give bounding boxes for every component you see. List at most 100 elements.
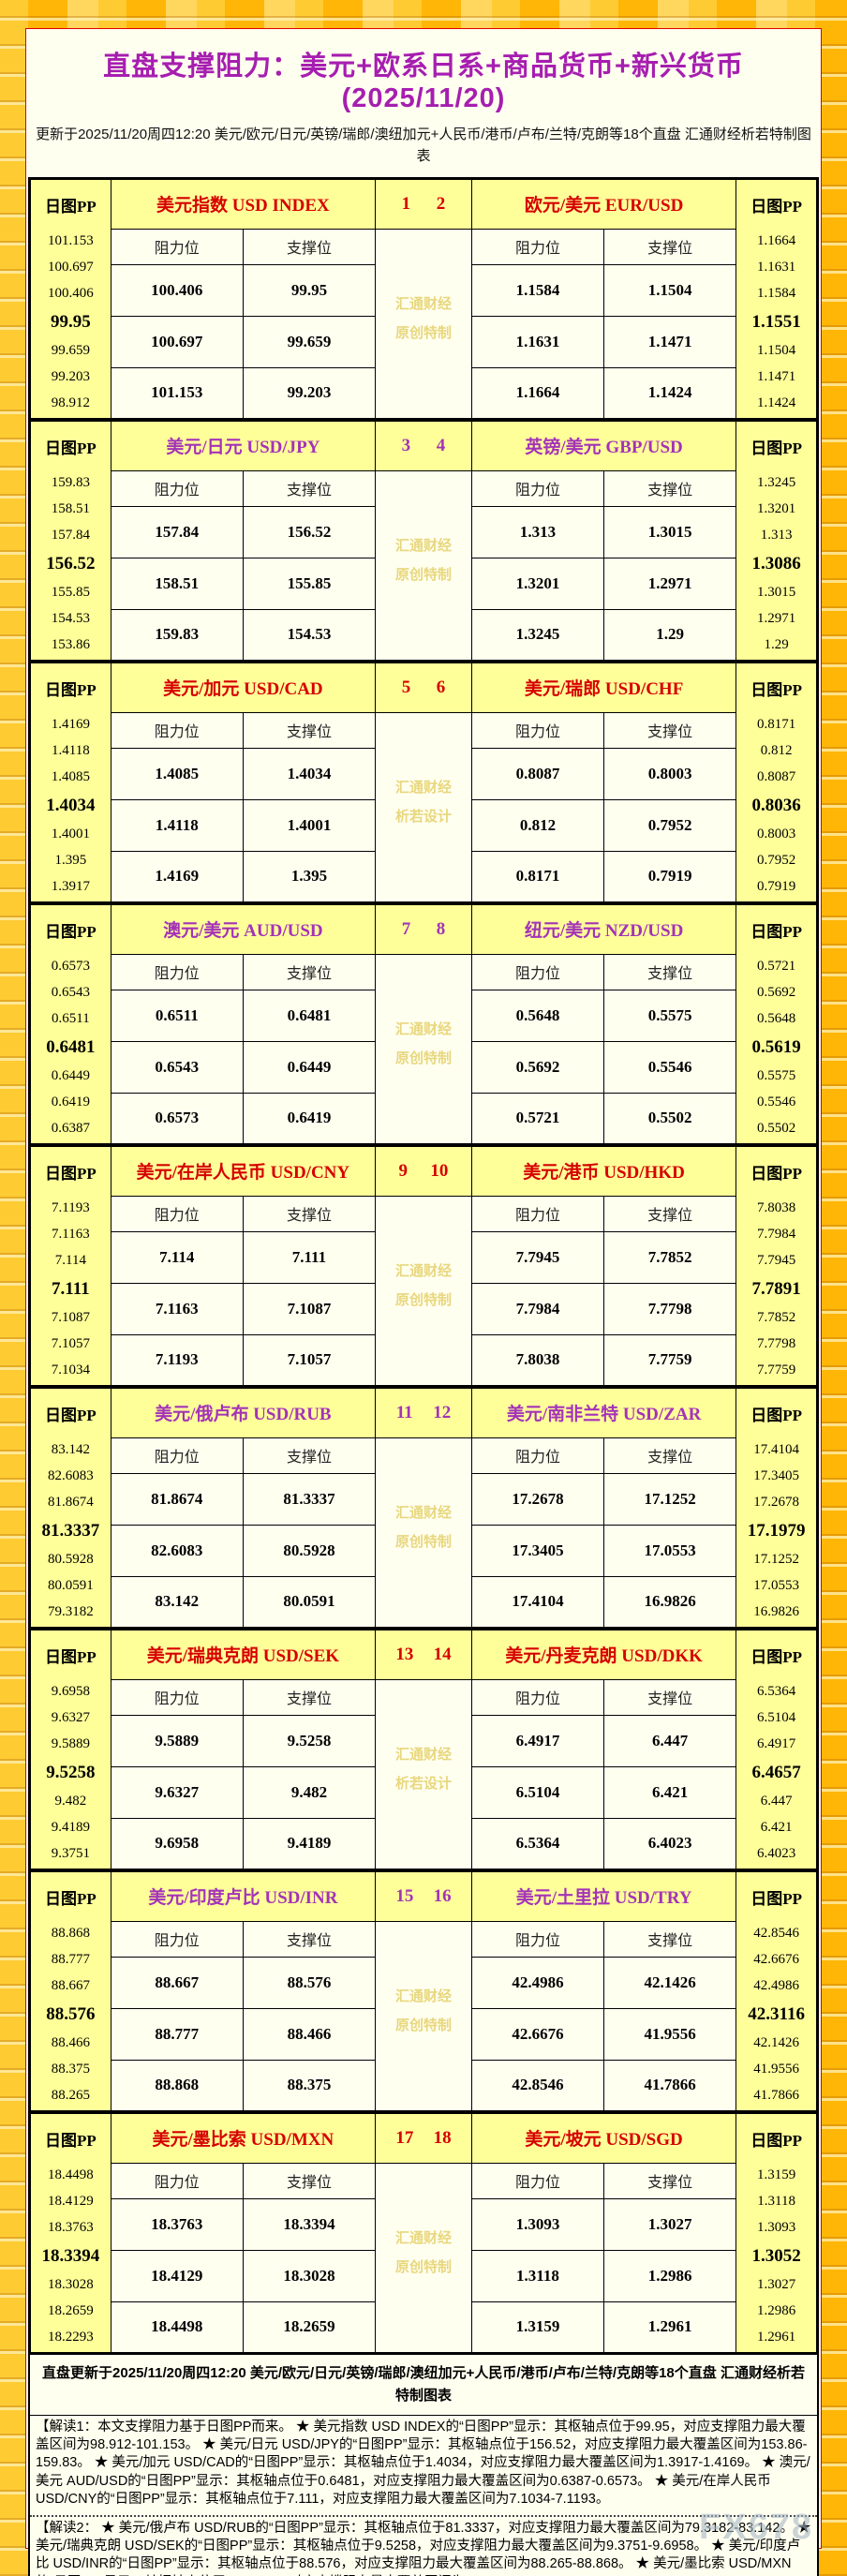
pp-value: 0.6543 [51,984,90,1000]
resistance-value: 6.5104 [470,1765,605,1819]
pp-value: 1.2971 [757,610,796,626]
pp-value: 81.8674 [47,1494,94,1510]
pair-title-right: 纽元/美元 NZD/USD [470,902,737,955]
resistance-value: 0.5648 [470,989,605,1042]
pp-value: 0.6419 [51,1094,90,1109]
pair-number-right: 10 [430,1160,449,1181]
level-row: 88.667 88.576 42.4986 42.1426 [30,1956,818,2009]
pp-header-label: 日图PP [750,922,803,941]
support-value: 6.4023 [603,1817,737,1870]
resistance-header: 阻力位 [470,469,605,507]
resistance-value: 7.1193 [110,1333,244,1387]
pp-value: 0.5648 [757,1010,796,1026]
resistance-header: 阻力位 [470,1195,605,1232]
support-value: 155.85 [242,557,377,610]
pp-value: 1.395 [54,852,87,868]
pair-block: 日图PP 9.6958 9.6327 9.5889 9.5258 9.482 9.4189… [28,1627,819,1871]
fx678-watermark: FX678 [699,2508,813,2547]
support-value: 1.1424 [603,366,737,420]
pp-value: 7.114 [54,1252,86,1268]
pp-pivot-value: 7.7891 [751,1278,801,1299]
pp-value: 6.4023 [757,1845,796,1861]
huitong-watermark-cell: 汇通财经 原创特制 [375,469,472,662]
pair-title-left: 美元/瑞典克朗 USD/SEK [110,1628,377,1680]
pair-number-right: 14 [433,1644,452,1664]
resistance-value: 0.5721 [470,1092,605,1145]
pp-value: 9.3751 [51,1845,90,1861]
pair-title-right: 英镑/美元 GBP/USD [470,419,737,471]
pp-value: 0.5502 [757,1120,796,1136]
pair-block: 日图PP 18.4498 18.4129 18.3763 18.3394 18.3028… [28,2110,819,2355]
pp-value: 1.29 [764,636,789,652]
resistance-value: 17.2678 [470,1472,605,1526]
footer-update-line: 直盘更新于2025/11/20周四12:20 美元/欧元/日元/英镑/瑞郎/澳纽… [30,2355,817,2416]
pp-header-label: 日图PP [44,922,97,941]
pp-column: 日图PP 1.1664 1.1631 1.1584 1.1551 1.1504 1.147… [736,177,818,420]
resistance-header: 阻力位 [470,2162,605,2199]
pp-value: 1.3027 [756,2276,796,2292]
pair-title-left: 美元/墨比索 USD/MXN [110,2111,377,2164]
dotted-divider [30,2514,817,2517]
level-row: 18.4498 18.2659 1.3159 1.2961 [30,2301,818,2354]
pp-value: 1.4085 [51,768,90,784]
pair-number-left: 15 [395,1885,414,1906]
pp-pivot-value: 0.5619 [751,1036,801,1057]
support-value: 88.466 [242,2007,377,2061]
resistance-value: 83.142 [110,1575,244,1629]
pp-pivot-value: 81.3337 [41,1520,100,1541]
pp-header-label: 日图PP [44,1889,97,1908]
pair-number-left: 1 [401,193,411,214]
pp-value: 7.1163 [52,1226,90,1242]
page-title: 直盘支撑阻力：美元+欧系日系+商品货币+新兴货币(2025/11/20) [103,52,744,113]
resistance-value: 1.3201 [470,557,605,610]
support-value: 7.7798 [603,1282,737,1335]
pp-value: 18.3763 [47,2219,94,2235]
resistance-value: 18.3763 [110,2197,244,2251]
level-row: 7.1163 7.1087 7.7984 7.7798 [30,1282,818,1335]
level-row: 100.697 99.659 1.1631 1.1471 [30,315,818,368]
pp-value: 0.7919 [757,878,796,894]
pp-column: 日图PP 0.5721 0.5692 0.5648 0.5619 0.5575 0.554… [736,902,818,1145]
resistance-header: 阻力位 [110,1920,244,1958]
resistance-header: 阻力位 [470,1437,605,1474]
pp-column: 日图PP 88.868 88.777 88.667 88.576 88.466 88.37… [29,1869,111,2112]
support-value: 1.2961 [603,2301,737,2354]
pp-header-label: 日图PP [750,1164,802,1183]
huitong-watermark: 汇通财经 原创特制 [394,1263,452,1309]
pp-header-label: 日图PP [44,197,97,216]
level-row: 100.406 99.95 1.1584 1.1504 [30,263,818,317]
support-value: 42.1426 [603,1956,737,2009]
pp-value: 7.7798 [756,1335,796,1351]
support-value: 7.1087 [242,1282,377,1335]
huitong-watermark: 汇通财经 原创特制 [394,1988,452,2034]
support-value: 99.95 [242,263,377,317]
support-value: 99.659 [242,315,377,368]
pair-block: 日图PP 1.4169 1.4118 1.4085 1.4034 1.4001 1.395… [28,660,819,904]
level-row: 9.5889 9.5258 6.4917 6.447 [30,1714,818,1767]
support-header: 支撑位 [603,953,737,990]
support-value: 7.7759 [603,1333,737,1387]
resistance-value: 1.3118 [470,2249,605,2302]
huitong-watermark-cell: 汇通财经 析若设计 [375,711,472,903]
pair-title-left: 美元/在岸人民币 USD/CNY [110,1144,377,1197]
pair-number-left: 11 [395,1402,413,1422]
pp-value: 16.9826 [753,1603,799,1619]
pp-value: 18.2293 [47,2329,94,2345]
pp-value: 6.421 [760,1819,793,1835]
pp-value: 1.4118 [52,742,90,758]
huitong-watermark-cell: 汇通财经 原创特制 [375,2162,472,2354]
pp-column: 日图PP 0.6573 0.6543 0.6511 0.6481 0.6449 0.641… [29,902,111,1145]
support-header: 支撑位 [242,1195,377,1232]
pp-pivot-value: 1.1551 [751,311,801,332]
pp-value: 0.812 [760,742,793,758]
pp-value: 99.203 [51,368,90,384]
support-header: 支撑位 [603,228,737,265]
resistance-value: 1.4169 [110,850,244,903]
pair-numbers: 17 18 [375,2111,472,2164]
pp-header-label: 日图PP [750,1406,803,1424]
resistance-value: 157.84 [110,505,244,558]
pp-column: 日图PP 83.142 82.6083 81.8674 81.3337 80.5928 8… [29,1386,111,1629]
level-row: 7.114 7.111 7.7945 7.7852 [30,1230,818,1284]
resistance-value: 6.4917 [470,1714,605,1767]
